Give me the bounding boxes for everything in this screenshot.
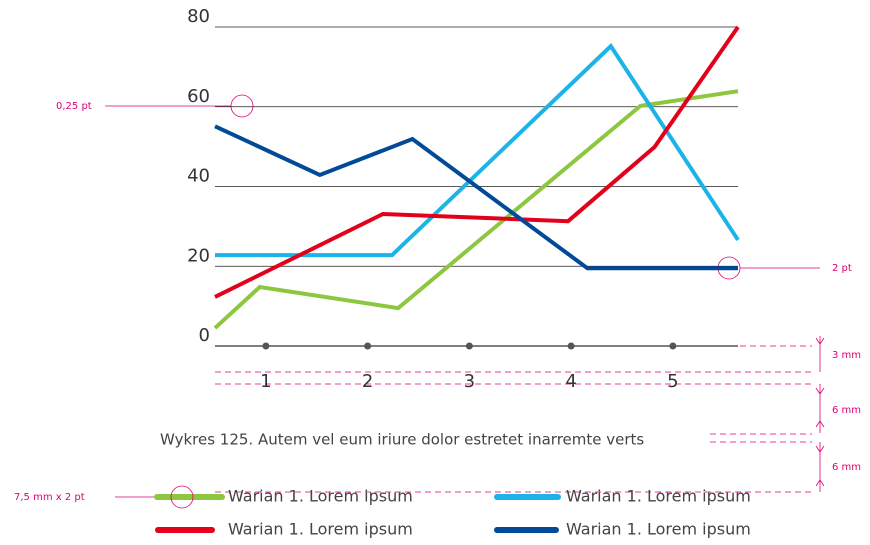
x-tick-dot [465,342,473,350]
x-tick-label: 3 [464,371,475,392]
y-tick-label: 60 [187,86,210,107]
caption: Wykres 125. Autem vel eum iriure dolor e… [160,431,644,449]
legend-label: Warian 1. Lorem ipsum [566,487,751,506]
annotation: 0,25 pt [56,101,92,112]
annotation: 2 pt [832,263,852,274]
legend-label: Warian 1. Lorem ipsum [228,487,413,506]
y-tick-label: 0 [199,325,210,346]
x-tick-dot [262,342,270,350]
x-tick-label: 2 [362,371,373,392]
series-line [214,124,738,271]
annotation: 3 mm [832,350,861,361]
series-line [214,25,740,299]
x-tick-dot [567,342,575,350]
legend-label: Warian 1. Lorem ipsum [228,520,413,539]
legend-label: Warian 1. Lorem ipsum [566,520,751,539]
annotation: 6 mm [832,462,861,473]
annotation: 7,5 mm x 2 pt [14,492,85,503]
x-tick-dot [669,342,677,350]
x-tick-dot [364,342,372,350]
x-tick-label: 4 [565,371,576,392]
series-line [213,89,739,330]
series-line [215,43,740,258]
y-tick-label: 40 [187,166,210,187]
marker-circle [170,485,194,509]
y-tick-label: 80 [187,6,210,27]
x-tick-label: 1 [260,371,271,392]
dimension-arrows [815,336,825,492]
y-tick-label: 20 [187,245,210,266]
x-tick-label: 5 [667,371,678,392]
marker-circle [230,94,254,118]
annotation: 6 mm [832,405,861,416]
